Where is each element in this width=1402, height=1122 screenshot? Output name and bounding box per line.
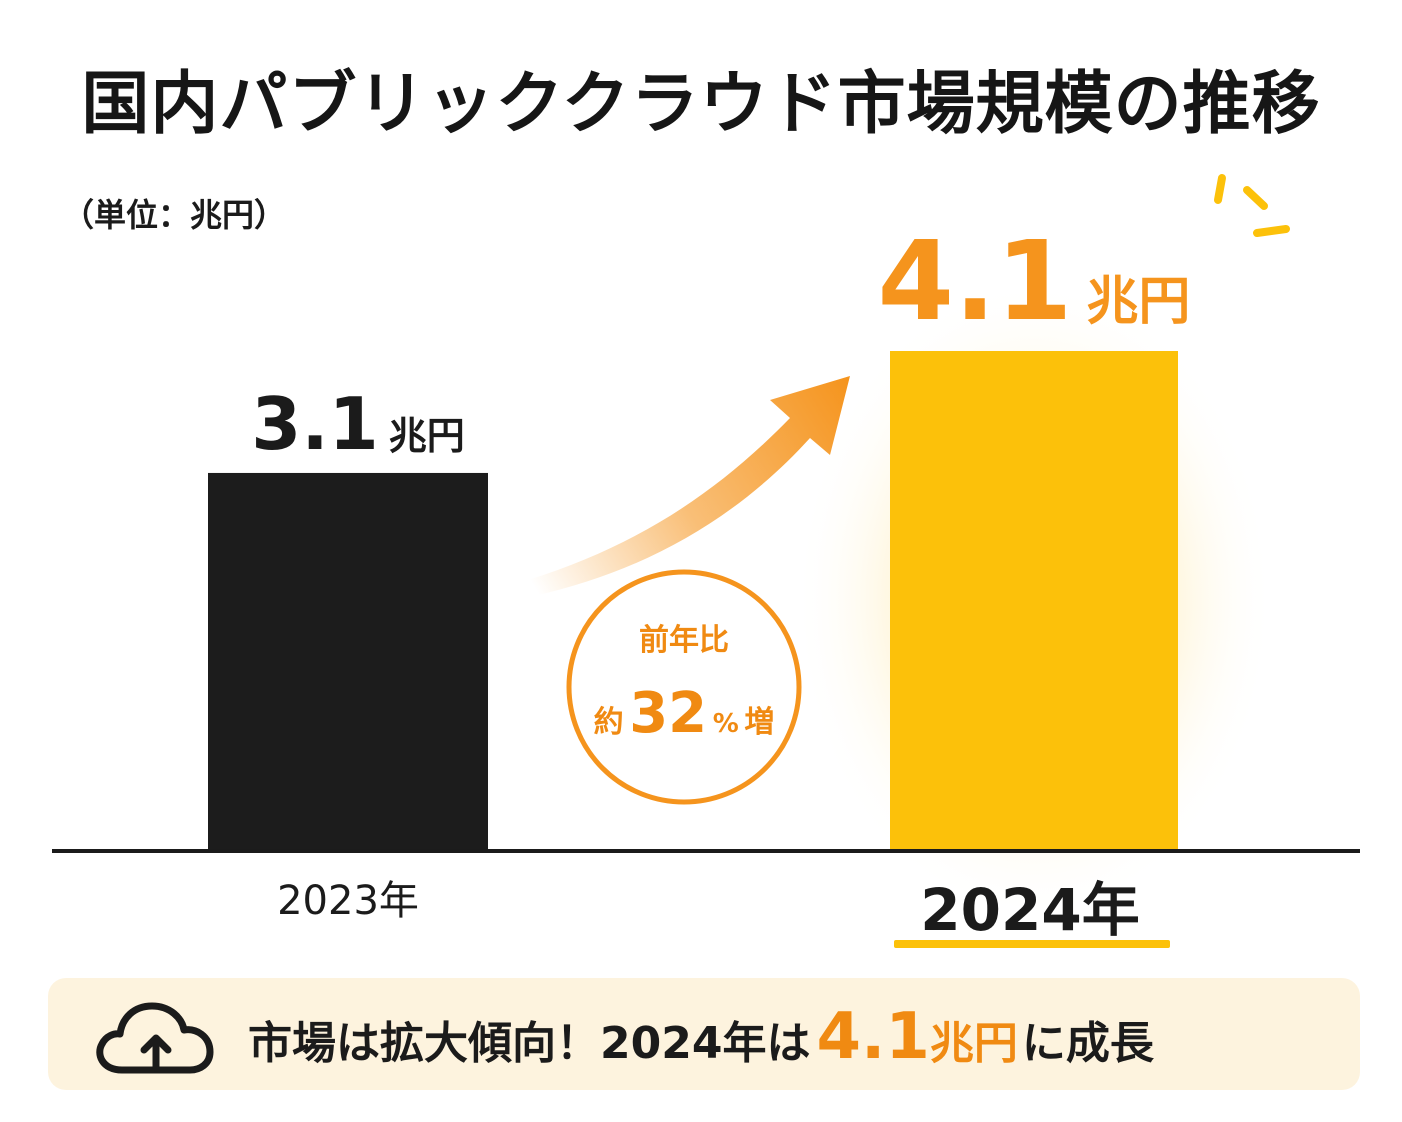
data-label-2024年: 4.1 兆円 <box>878 217 1191 345</box>
summary-banner: 市場は拡大傾向！2024年は 4.1 兆円 に成長 <box>48 978 1360 1090</box>
growth-arrow <box>528 376 850 596</box>
summary-highlight-value: 4.1 <box>816 1000 930 1074</box>
data-label-unit: 兆円 <box>1086 272 1190 332</box>
x-tick-label-underline <box>894 940 1170 948</box>
data-label-2023年: 3.1 兆円 <box>251 382 465 466</box>
growth-badge-line1: 前年比 <box>639 623 729 658</box>
data-label-value: 4.1 <box>878 217 1073 345</box>
summary-highlight-unit: 兆円 <box>929 1018 1018 1069</box>
summary-text-after: に成長 <box>1021 1018 1154 1069</box>
growth-badge-number: 32 <box>629 681 707 746</box>
growth-badge-line2: 約 32 % 増 <box>594 681 775 746</box>
growth-badge-percent: % <box>713 709 739 739</box>
x-tick-label-2023年: 2023年 <box>277 878 419 924</box>
summary-text: 市場は拡大傾向！2024年は 4.1 兆円 に成長 <box>248 1000 1154 1074</box>
growth-badge: 前年比 約 32 % 増 <box>566 569 802 805</box>
unit-label: （単位：兆円） <box>62 196 287 234</box>
growth-badge-suffix: 増 <box>744 705 774 740</box>
data-label-unit: 兆円 <box>389 414 465 458</box>
bar-2024年 <box>890 351 1178 851</box>
cloud-upload-icon <box>96 1002 214 1074</box>
chart-title: 国内パブリッククラウド市場規模の推移 <box>81 65 1321 144</box>
summary-text-before: 市場は拡大傾向！2024年は <box>248 1018 811 1069</box>
data-label-value: 3.1 <box>251 382 379 466</box>
bar-2023年 <box>208 472 488 851</box>
sparkle-marks <box>1214 174 1290 237</box>
growth-badge-prefix: 約 <box>594 705 624 740</box>
x-tick-label-2024年: 2024年 <box>920 876 1139 944</box>
